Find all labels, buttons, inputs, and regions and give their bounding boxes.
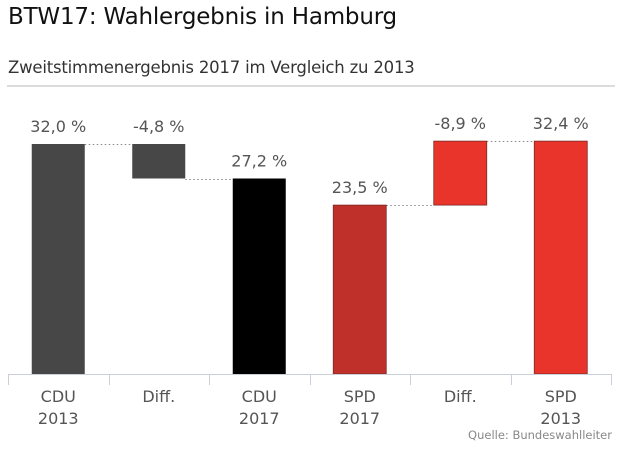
total-bar [332, 204, 387, 375]
category-label: 2013 [38, 409, 79, 428]
delta-bar [433, 140, 488, 206]
category-label: 2017 [339, 409, 380, 428]
total-bar [31, 144, 85, 374]
value-label: 32,4 % [533, 114, 589, 133]
source-note: Quelle: Bundeswahlleiter [468, 428, 612, 442]
chart-subtitle: Zweitstimmenergebnis 2017 im Vergleich z… [8, 58, 415, 77]
total-bar [533, 140, 588, 375]
category-label: SPD [344, 387, 376, 406]
value-label: 32,0 % [30, 117, 86, 136]
value-label: 27,2 % [231, 152, 287, 171]
category-label: CDU [41, 387, 76, 406]
chart-title: BTW17: Wahlergebnis in Hamburg [8, 4, 397, 30]
header-divider [7, 85, 615, 87]
category-label: Diff. [444, 387, 477, 406]
category-label: CDU [242, 387, 277, 406]
category-label: SPD [545, 387, 577, 406]
value-label: -8,9 % [434, 114, 486, 133]
category-label: Diff. [142, 387, 175, 406]
category-label: 2013 [540, 409, 581, 428]
value-label: 23,5 % [332, 178, 388, 197]
value-label: -4,8 % [133, 117, 185, 136]
category-label: 2017 [239, 409, 280, 428]
total-bar [232, 178, 286, 374]
delta-bar [132, 144, 186, 179]
